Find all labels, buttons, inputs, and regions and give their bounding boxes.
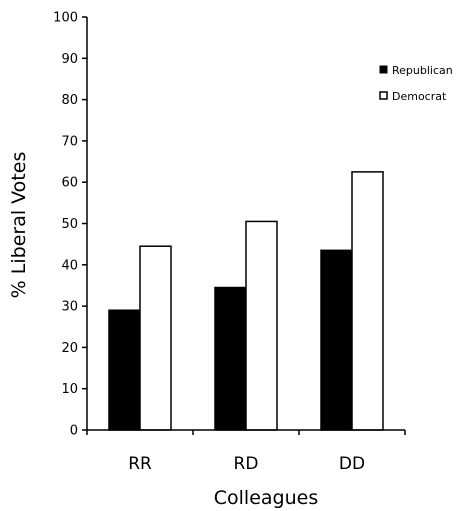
y-tick-label: 70 <box>61 134 78 149</box>
legend-swatch-democrat <box>379 91 388 100</box>
y-tick-label: 0 <box>70 424 78 439</box>
bar-democrat-dd <box>351 171 384 431</box>
bar-republican-rr <box>108 309 141 431</box>
legend-swatch-republican <box>379 65 388 74</box>
y-tick-label: 30 <box>61 300 78 315</box>
y-tick-label: 10 <box>61 382 78 397</box>
legend: Republican Democrat <box>379 64 453 103</box>
x-category-label: RD <box>234 454 259 474</box>
bars <box>108 171 384 431</box>
y-tick-label: 50 <box>61 217 78 232</box>
bar-democrat-rd <box>245 220 278 431</box>
y-tick-label: 100 <box>53 11 78 26</box>
y-tick-label: 60 <box>61 176 78 191</box>
x-category-label: DD <box>339 454 365 474</box>
y-tick-label: 80 <box>61 93 78 108</box>
x-category-label: RR <box>128 454 152 474</box>
legend-label-democrat: Democrat <box>392 90 447 103</box>
y-axis-title: % Liberal Votes <box>8 152 30 299</box>
bar-democrat-rr <box>139 245 172 431</box>
y-tick-label: 40 <box>61 258 78 273</box>
bar-republican-dd <box>320 249 353 431</box>
x-axis-ticks: RR RD DD <box>86 430 406 474</box>
bar-republican-rd <box>214 286 247 431</box>
y-tick-label: 20 <box>61 341 78 356</box>
legend-label-republican: Republican <box>392 64 453 77</box>
y-axis-ticks: 0 10 20 30 40 50 60 70 80 90 100 <box>53 11 87 439</box>
x-axis-title: Colleagues <box>214 487 318 509</box>
y-tick-label: 90 <box>61 52 78 67</box>
